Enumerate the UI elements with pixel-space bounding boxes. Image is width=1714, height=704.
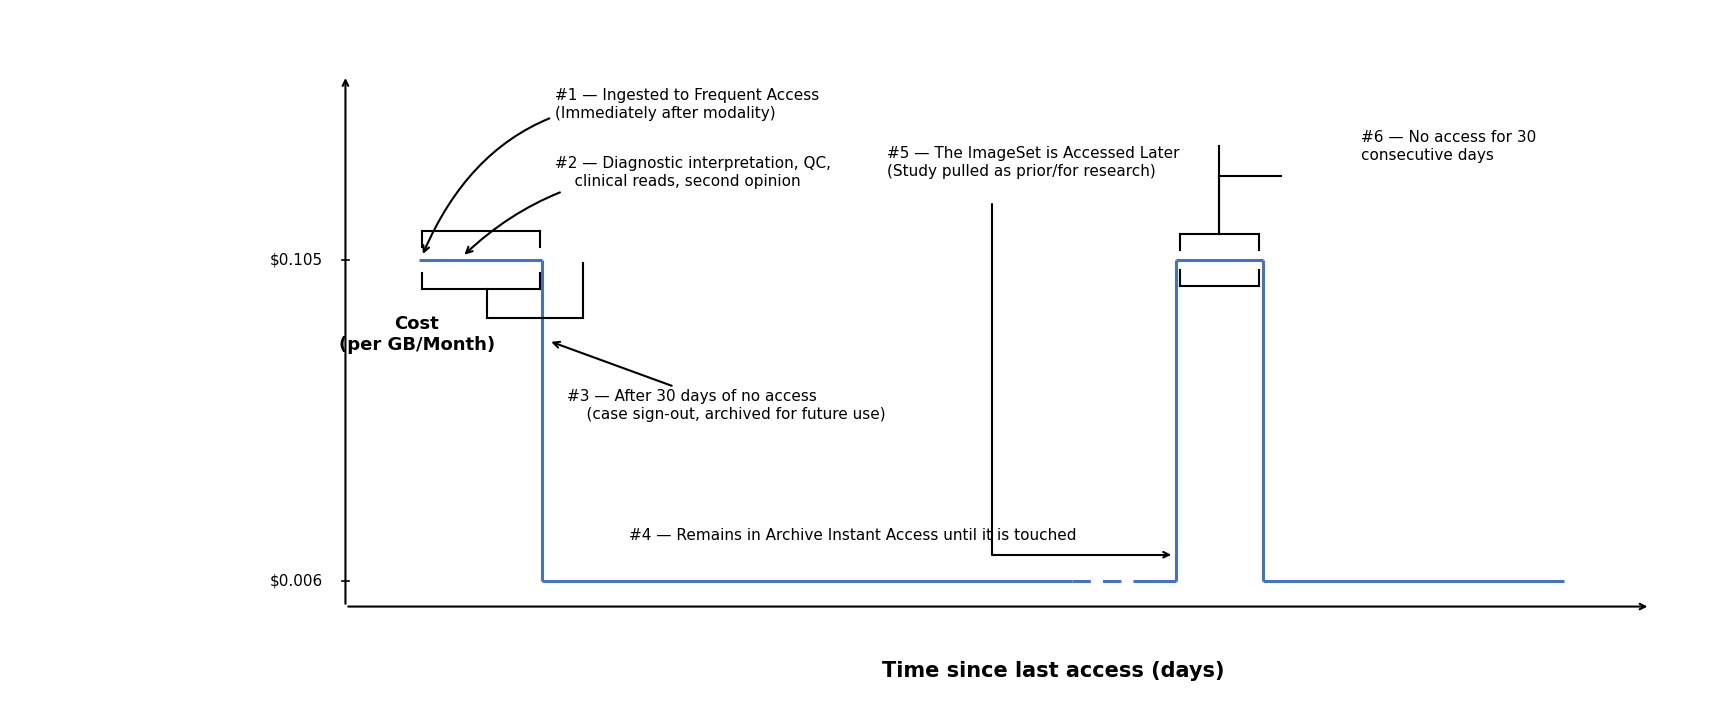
Text: #5 — The ImageSet is Accessed Later
(Study pulled as prior/for research): #5 — The ImageSet is Accessed Later (Stu… — [888, 146, 1179, 179]
Text: $0.105: $0.105 — [271, 252, 324, 268]
Text: #2 — Diagnostic interpretation, QC,
    clinical reads, second opinion: #2 — Diagnostic interpretation, QC, clin… — [466, 156, 831, 253]
Text: #1 — Ingested to Frequent Access
(Immediately after modality): #1 — Ingested to Frequent Access (Immedi… — [423, 88, 819, 252]
Text: #3 — After 30 days of no access
    (case sign-out, archived for future use): #3 — After 30 days of no access (case si… — [554, 342, 886, 422]
Text: #6 — No access for 30
consecutive days: #6 — No access for 30 consecutive days — [1361, 130, 1536, 163]
Text: $0.006: $0.006 — [271, 573, 324, 588]
Text: #4 — Remains in Archive Instant Access until it is touched: #4 — Remains in Archive Instant Access u… — [629, 528, 1076, 543]
Text: Time since last access (days): Time since last access (days) — [883, 661, 1224, 681]
Text: Cost
(per GB/Month): Cost (per GB/Month) — [339, 315, 495, 354]
